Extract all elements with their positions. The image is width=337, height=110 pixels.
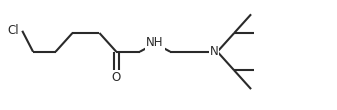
Text: N: N bbox=[210, 45, 218, 58]
Text: NH: NH bbox=[146, 36, 164, 49]
Text: Cl: Cl bbox=[7, 24, 19, 37]
Text: O: O bbox=[112, 71, 121, 83]
